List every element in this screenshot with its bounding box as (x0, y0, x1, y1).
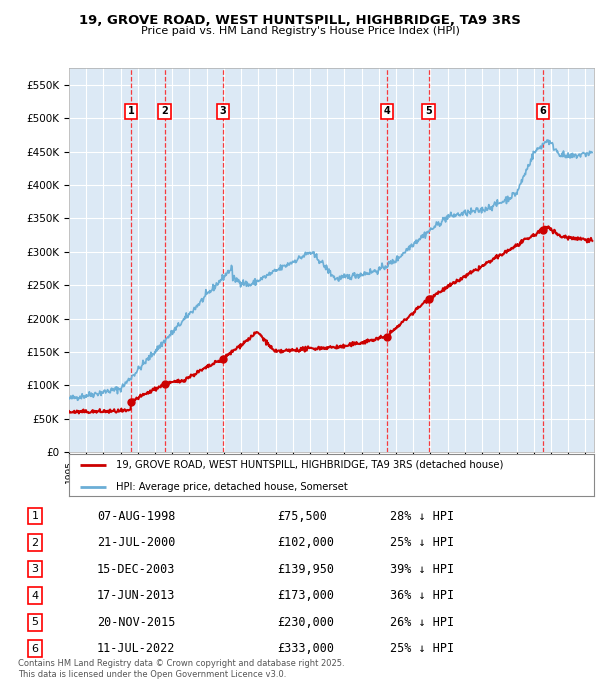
Text: 25% ↓ HPI: 25% ↓ HPI (390, 536, 454, 549)
Text: 15-DEC-2003: 15-DEC-2003 (97, 562, 175, 576)
Text: 6: 6 (31, 644, 38, 653)
Text: £75,500: £75,500 (277, 509, 328, 523)
Text: 39% ↓ HPI: 39% ↓ HPI (390, 562, 454, 576)
Text: 28% ↓ HPI: 28% ↓ HPI (390, 509, 454, 523)
Text: 17-JUN-2013: 17-JUN-2013 (97, 589, 175, 602)
Text: 21-JUL-2000: 21-JUL-2000 (97, 536, 175, 549)
Text: 4: 4 (31, 591, 38, 600)
Text: Price paid vs. HM Land Registry's House Price Index (HPI): Price paid vs. HM Land Registry's House … (140, 26, 460, 36)
Text: 2: 2 (161, 107, 168, 116)
Text: 11-JUL-2022: 11-JUL-2022 (97, 642, 175, 656)
Text: 5: 5 (425, 107, 432, 116)
Text: Contains HM Land Registry data © Crown copyright and database right 2025.
This d: Contains HM Land Registry data © Crown c… (18, 659, 344, 679)
Text: 25% ↓ HPI: 25% ↓ HPI (390, 642, 454, 656)
Text: £333,000: £333,000 (277, 642, 334, 656)
Text: 1: 1 (128, 107, 134, 116)
Text: 1: 1 (31, 511, 38, 521)
Text: 19, GROVE ROAD, WEST HUNTSPILL, HIGHBRIDGE, TA9 3RS (detached house): 19, GROVE ROAD, WEST HUNTSPILL, HIGHBRID… (116, 460, 503, 470)
Text: 19, GROVE ROAD, WEST HUNTSPILL, HIGHBRIDGE, TA9 3RS: 19, GROVE ROAD, WEST HUNTSPILL, HIGHBRID… (79, 14, 521, 27)
Text: £173,000: £173,000 (277, 589, 334, 602)
Text: 2: 2 (31, 538, 38, 547)
Text: £230,000: £230,000 (277, 615, 334, 629)
Text: 26% ↓ HPI: 26% ↓ HPI (390, 615, 454, 629)
Text: 5: 5 (31, 617, 38, 627)
Text: 20-NOV-2015: 20-NOV-2015 (97, 615, 175, 629)
Text: 6: 6 (539, 107, 546, 116)
Text: 07-AUG-1998: 07-AUG-1998 (97, 509, 175, 523)
Text: 36% ↓ HPI: 36% ↓ HPI (390, 589, 454, 602)
Text: £139,950: £139,950 (277, 562, 334, 576)
Text: £102,000: £102,000 (277, 536, 334, 549)
Text: 4: 4 (383, 107, 390, 116)
Text: HPI: Average price, detached house, Somerset: HPI: Average price, detached house, Some… (116, 482, 348, 492)
Text: 3: 3 (31, 564, 38, 574)
Text: 3: 3 (220, 107, 227, 116)
